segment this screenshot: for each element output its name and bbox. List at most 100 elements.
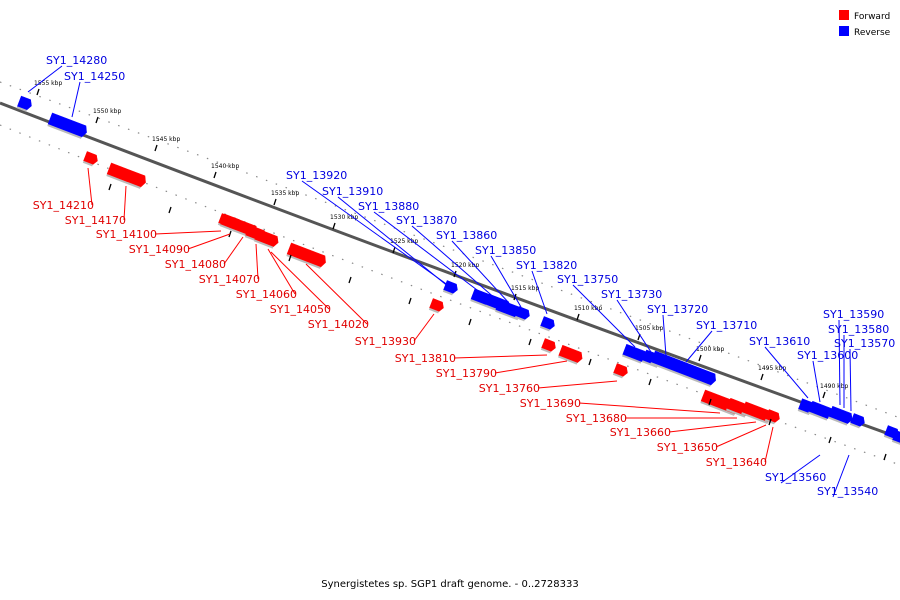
reverse-label-leader — [301, 180, 453, 289]
inner-scale-tick — [648, 378, 652, 386]
scale-tick-label: 1510 kbp — [574, 305, 602, 312]
forward-label-leader — [223, 236, 244, 265]
forward-gene-label: SY1_14090 — [129, 243, 190, 256]
forward-gene-label: SY1_14080 — [165, 258, 226, 271]
forward-gene-label: SY1_14050 — [270, 303, 331, 316]
reverse-gene-label: SY1_13750 — [557, 273, 618, 286]
forward-label-leader — [154, 230, 222, 235]
forward-label-leader — [494, 360, 568, 374]
legend-reverse-swatch — [839, 26, 849, 36]
forward-label-leader — [413, 313, 435, 342]
forward-gene-label: SY1_13930 — [355, 335, 416, 348]
scale-tick — [453, 270, 457, 278]
label-leader-lines — [27, 65, 852, 498]
reverse-label-leader — [71, 81, 81, 118]
reverse-label-leader — [373, 211, 486, 297]
reverse-gene-label: SY1_13880 — [358, 200, 419, 213]
reverse-gene-label: SY1_13580 — [828, 323, 889, 336]
forward-gene-label: SY1_13690 — [520, 397, 581, 410]
reverse-label-leader — [662, 314, 667, 357]
scale-tick-label: 1515 kbp — [511, 285, 539, 292]
reverse-gene-arrow — [16, 95, 32, 112]
reverse-gene-arrow — [47, 112, 87, 139]
forward-gene-arrow — [540, 338, 556, 354]
forward-label-leader — [270, 251, 330, 310]
reverse-label-leader — [832, 454, 850, 498]
reverse-gene-label: SY1_13730 — [601, 288, 662, 301]
reverse-gene-label: SY1_13710 — [696, 319, 757, 332]
forward-label-leader — [305, 263, 368, 325]
reverse-gene-label: SY1_13610 — [749, 335, 810, 348]
legend-forward-swatch — [839, 10, 849, 20]
scale-tick-label: 1545 kbp — [152, 136, 180, 143]
scale-tick-label: 1520 kbp — [451, 262, 479, 269]
forward-gene-label: SY1_13790 — [436, 367, 497, 380]
forward-gene-arrow — [82, 151, 98, 167]
inner-scale-tick — [408, 297, 412, 305]
scale-tick-label: 1530 kbp — [330, 214, 358, 221]
scale-tick — [576, 313, 580, 321]
forward-gene-label: SY1_14060 — [236, 288, 297, 301]
reverse-gene-arrow — [827, 405, 853, 426]
reverse-label-leader — [490, 255, 522, 308]
scale-tick — [698, 354, 702, 362]
forward-gene-label: SY1_14020 — [308, 318, 369, 331]
forward-label-leader — [537, 380, 618, 389]
scale-tick-label: 1505 kbp — [635, 325, 663, 332]
scale-tick — [760, 373, 764, 381]
legend-reverse-label: Reverse — [854, 28, 891, 38]
forward-gene-label: SY1_14210 — [33, 199, 94, 212]
reverse-label-leader — [27, 65, 63, 93]
scale-tick — [273, 198, 277, 206]
scale-tick — [392, 246, 396, 254]
reverse-gene-arrow — [650, 350, 716, 387]
scale-tick-label: 1525 kbp — [390, 238, 418, 245]
forward-gene-arrow — [428, 298, 444, 314]
forward-label-leader — [123, 185, 127, 221]
forward-label-leader — [715, 424, 767, 448]
reverse-gene-label: SY1_13540 — [817, 485, 878, 498]
forward-gene-arrow — [557, 344, 583, 365]
forward-label-leader — [87, 167, 93, 206]
reverse-gene-label: SY1_13870 — [396, 214, 457, 227]
forward-gene-label: SY1_14170 — [65, 214, 126, 227]
reverse-label-leader — [572, 284, 636, 348]
gene-labels: SY1_14280 SY1_14250 SY1_13920 SY1_13910 SY1_… — [33, 54, 895, 498]
reverse-gene-label: SY1_13570 — [834, 337, 895, 350]
scale-tick — [332, 222, 336, 230]
reverse-gene-label: SY1_13600 — [797, 349, 858, 362]
genome-backbone — [0, 101, 900, 440]
reverse-label-leader — [849, 348, 852, 412]
inner-scale-tick — [708, 398, 712, 406]
scale-tick — [154, 144, 158, 152]
scale-ticks: 1555 kbp 1550 kbp 1545 kbp 1540 kbp 1535 kbp… — [34, 80, 887, 461]
reverse-gene-arrow — [514, 306, 530, 322]
reverse-label-leader — [616, 299, 652, 353]
genome-caption: Synergistetes sp. SGP1 draft genome. - 0… — [321, 579, 578, 590]
gene-features — [16, 95, 900, 446]
forward-gene-arrow — [106, 162, 146, 189]
scale-tick-label: 1490 kbp — [820, 383, 848, 390]
reverse-gene-label: SY1_14250 — [64, 70, 125, 83]
reverse-gene-arrow — [539, 316, 555, 332]
reverse-label-leader — [451, 240, 510, 304]
forward-gene-label: SY1_13810 — [395, 352, 456, 365]
forward-gene-label: SY1_13760 — [479, 382, 540, 395]
scale-tick — [213, 171, 217, 179]
reverse-gene-arrow — [849, 413, 865, 429]
inner-scale-tick — [468, 318, 472, 326]
forward-gene-arrow — [612, 363, 628, 379]
reverse-label-leader — [780, 454, 821, 484]
forward-label-leader — [764, 426, 774, 463]
reverse-gene-label: SY1_13820 — [516, 259, 577, 272]
reverse-label-leader — [411, 225, 498, 301]
scale-tick-label: 1550 kbp — [93, 108, 121, 115]
reverse-gene-label: SY1_13910 — [322, 185, 383, 198]
scale-tick — [822, 391, 826, 399]
reverse-gene-label: SY1_13850 — [475, 244, 536, 257]
scale-tick-label: 1495 kbp — [758, 365, 786, 372]
scale-tick-label: 1540 kbp — [211, 163, 239, 170]
reverse-label-leader — [685, 330, 713, 363]
forward-label-leader — [267, 248, 296, 295]
